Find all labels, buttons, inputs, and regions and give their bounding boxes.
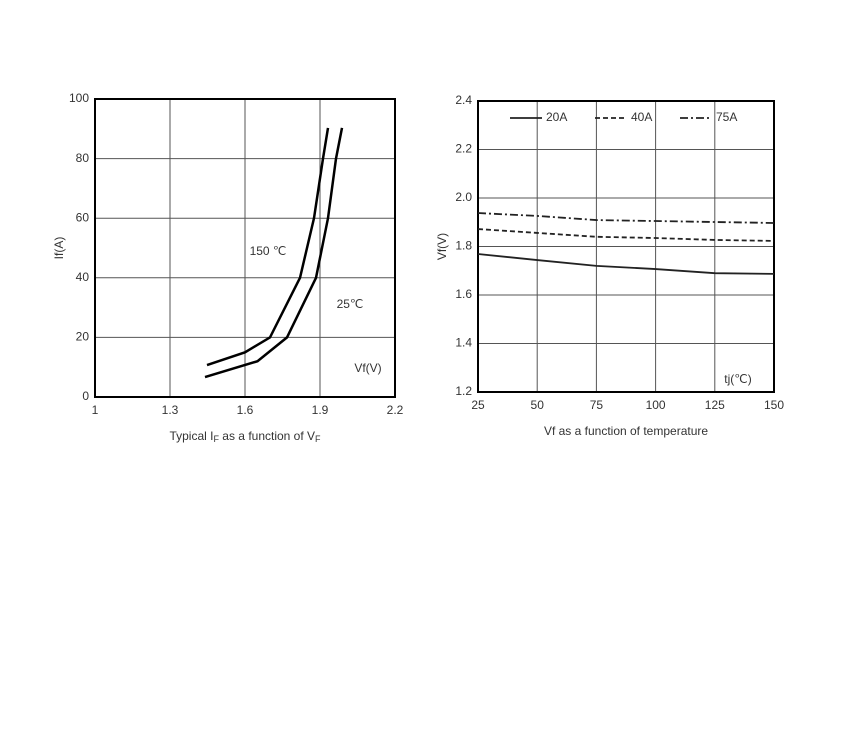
y-tick-label: 1.2 (455, 384, 472, 398)
x-tick-label: 75 (590, 398, 604, 412)
data-line (477, 228, 775, 242)
y-tick-label: 1.6 (455, 287, 472, 301)
plot-frame (94, 98, 396, 398)
x-tick-label: 1 (92, 403, 99, 417)
data-line (204, 127, 344, 379)
chart-title: Typical IF as a function of VF (169, 429, 321, 444)
y-axis-label: Vf(V) (435, 233, 449, 260)
y-tick-label: 80 (76, 151, 90, 165)
title-part: Typical I (169, 429, 213, 443)
plot-frame (477, 100, 775, 393)
y-axis-label: If(A) (52, 237, 66, 260)
y-tick-label: 100 (69, 91, 89, 105)
x-tick-label: 50 (531, 398, 545, 412)
data-line (206, 127, 330, 367)
y-tick-label: 1.8 (455, 239, 472, 253)
annotation: 150 ℃ (250, 244, 287, 258)
x-tick-label: 1.6 (237, 403, 254, 417)
y-tick-label: 60 (76, 210, 90, 224)
annotation: 25℃ (337, 297, 364, 311)
title-part: as a function of V (219, 429, 315, 443)
x-tick-label: 1.9 (312, 403, 329, 417)
legend-label: 75A (716, 110, 737, 124)
data-line (477, 253, 775, 275)
x-axis-label: tj(℃) (724, 372, 751, 386)
annotation: Vf(V) (354, 361, 381, 375)
title-subscript: F (315, 434, 321, 444)
x-tick-label: 25 (471, 398, 485, 412)
title-subscript: F (213, 434, 219, 444)
x-tick-label: 100 (646, 398, 666, 412)
legend-label: 20A (546, 110, 567, 124)
y-tick-label: 0 (82, 389, 89, 403)
x-tick-label: 150 (764, 398, 784, 412)
y-tick-label: 2.2 (455, 142, 472, 156)
y-tick-label: 2.4 (455, 93, 472, 107)
x-tick-label: 125 (705, 398, 725, 412)
y-tick-label: 2.0 (455, 190, 472, 204)
x-tick-label: 1.3 (162, 403, 179, 417)
y-tick-label: 1.4 (455, 336, 472, 350)
y-tick-label: 40 (76, 270, 90, 284)
y-tick-label: 20 (76, 330, 90, 344)
legend-label: 40A (631, 110, 652, 124)
x-tick-label: 2.2 (387, 403, 404, 417)
data-line (477, 212, 775, 224)
chart-title: Vf as a function of temperature (544, 424, 708, 438)
